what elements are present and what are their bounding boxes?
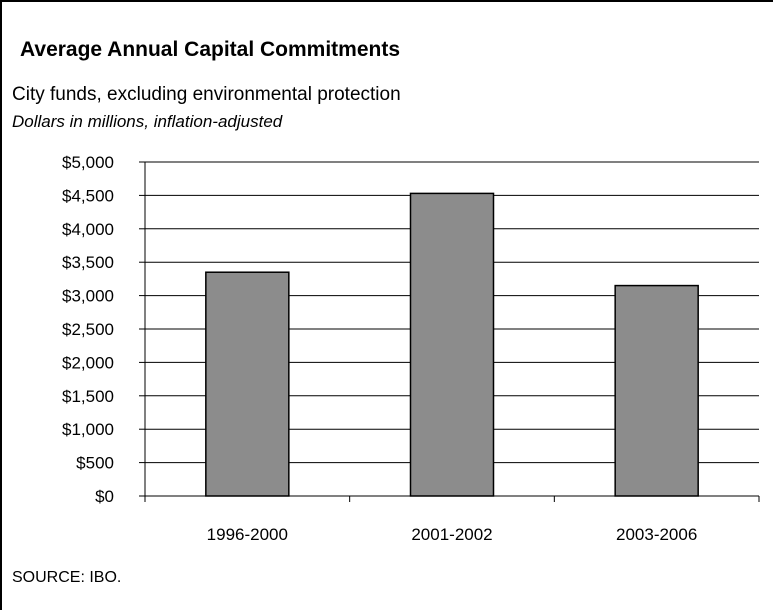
y-tick-label: $3,500 — [62, 253, 114, 272]
bar-chart: $0 $500 $1,000 $1,500 $2,000 $2,500 $3,000 $3,5… — [62, 153, 760, 544]
y-tick-label: $1,500 — [62, 387, 114, 406]
chart-title: Average Annual Capital Commitments — [20, 38, 401, 61]
bars — [205, 192, 699, 497]
y-tick-label: $0 — [95, 487, 114, 506]
bar-1996-2000 — [205, 271, 290, 497]
y-tick-label: $3,000 — [62, 287, 114, 306]
x-tick-label: 2001-2002 — [411, 525, 492, 544]
x-tick-label: 2003-2006 — [616, 525, 697, 544]
chart-units-note: Dollars in millions, inflation-adjusted — [12, 112, 283, 131]
y-tick-label: $2,000 — [62, 353, 114, 372]
y-tick-label: $2,500 — [62, 320, 114, 339]
axes — [139, 161, 760, 502]
y-tick-label: $5,000 — [62, 153, 114, 172]
bar-2003-2006 — [614, 284, 699, 497]
tick-labels: $0 $500 $1,000 $1,500 $2,000 $2,500 $3,000 $3,5… — [62, 153, 697, 544]
x-tick-label: 1996-2000 — [207, 525, 288, 544]
y-tick-label: $4,500 — [62, 186, 114, 205]
y-tick-label: $4,000 — [62, 220, 114, 239]
bar-2001-2002 — [409, 192, 495, 497]
chart-subtitle: City funds, excluding environmental prot… — [12, 84, 401, 105]
y-tick-label: $1,000 — [62, 420, 114, 439]
y-tick-label: $500 — [76, 454, 114, 473]
source-note: SOURCE: IBO. — [12, 569, 122, 586]
